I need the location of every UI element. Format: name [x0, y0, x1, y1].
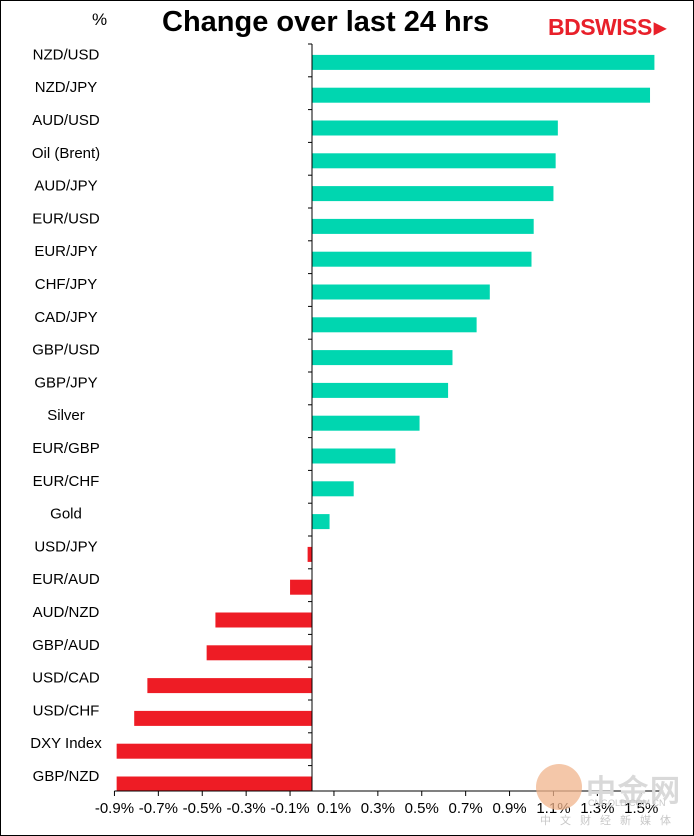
category-label: USD/CHF	[33, 702, 100, 719]
x-tick-label: -0.5%	[183, 800, 222, 817]
category-label: NZD/JPY	[35, 79, 98, 96]
bar	[312, 284, 490, 300]
unit-label: %	[92, 10, 108, 29]
watermark-logo-icon	[536, 764, 582, 810]
x-tick-label: 0.3%	[361, 800, 395, 817]
category-label: NZD/USD	[33, 46, 100, 63]
x-tick-label: 0.7%	[449, 800, 483, 817]
x-tick-label: 0.1%	[317, 800, 351, 817]
brand-logo-text: BDSWISS	[548, 14, 652, 40]
chart-title: Change over last 24 hrs	[162, 6, 490, 38]
brand-logo: BDSWISS ▶	[548, 14, 666, 41]
category-label: AUD/JPY	[34, 178, 97, 195]
bar	[116, 743, 313, 759]
watermark-main: 中金网	[586, 775, 682, 808]
bar	[312, 382, 449, 398]
category-label: USD/JPY	[34, 538, 97, 555]
category-label: EUR/GBP	[32, 440, 100, 457]
bar	[206, 645, 312, 661]
category-label: EUR/JPY	[34, 243, 97, 260]
category-label: GBP/USD	[32, 342, 100, 359]
bar	[312, 54, 655, 70]
bar	[312, 317, 477, 333]
x-tick-label: 1.3%	[580, 800, 614, 817]
bar	[290, 579, 312, 595]
category-label: CHF/JPY	[35, 276, 98, 293]
x-tick-label: -0.1%	[270, 800, 309, 817]
bar	[312, 251, 532, 267]
category-label: USD/CAD	[32, 670, 100, 687]
bar	[116, 776, 313, 792]
category-label: AUD/NZD	[33, 604, 100, 621]
bar	[312, 120, 558, 136]
bar	[307, 546, 312, 562]
bar	[312, 87, 651, 103]
watermark-sub: 中文财经新媒体	[540, 815, 680, 827]
x-tick-label: -0.9%	[95, 800, 134, 817]
category-label: EUR/CHF	[33, 473, 100, 490]
category-label: Silver	[47, 407, 85, 424]
x-tick-label: -0.3%	[227, 800, 266, 817]
category-label: CAD/JPY	[34, 309, 97, 326]
category-label: AUD/USD	[32, 112, 100, 129]
category-label: DXY Index	[30, 735, 102, 752]
bar	[312, 448, 396, 464]
category-label: GBP/AUD	[32, 637, 100, 654]
bar	[312, 186, 554, 202]
category-label: Oil (Brent)	[32, 145, 100, 162]
bar	[312, 481, 354, 497]
bar	[147, 678, 312, 694]
bar	[134, 710, 312, 726]
brand-arrow-icon: ▶	[653, 20, 666, 37]
watermark: 中金网 CNGOLD.COM.CN 中文财经新媒体	[536, 764, 690, 830]
category-label: EUR/USD	[32, 210, 100, 227]
bar	[312, 153, 556, 169]
bar	[312, 415, 420, 431]
bar	[312, 350, 453, 366]
x-tick-label: -0.7%	[139, 800, 178, 817]
x-tick-label: 0.9%	[492, 800, 526, 817]
bar	[215, 612, 312, 628]
category-label: Gold	[50, 506, 82, 523]
watermark-url: CNGOLD.COM.CN	[588, 798, 666, 808]
x-tick-label: 0.5%	[405, 800, 439, 817]
bar	[312, 218, 534, 234]
x-tick-label: 1.5%	[624, 800, 658, 817]
category-label: EUR/AUD	[32, 571, 100, 588]
category-label: GBP/JPY	[34, 374, 97, 391]
bar	[312, 514, 330, 530]
category-label: GBP/NZD	[33, 768, 100, 785]
